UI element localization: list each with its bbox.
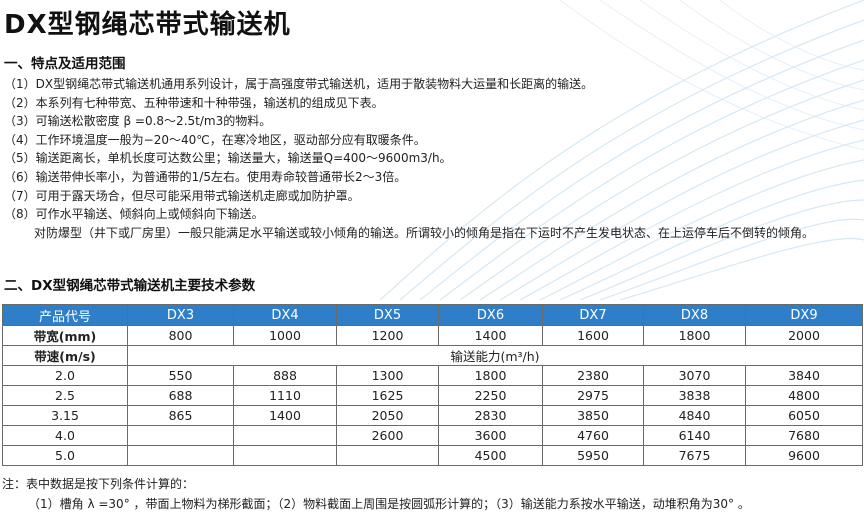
table-cell: 6050 <box>745 405 863 426</box>
table-cell: 7675 <box>643 445 746 466</box>
table-row-speed-header: 带速(m/s) 输送能力(m³/h) <box>2 345 863 366</box>
table-cell: 3840 <box>745 365 863 386</box>
table-cell: 1625 <box>336 385 439 406</box>
table-cell: 2.0 <box>2 365 128 386</box>
table-cell: 2000 <box>745 325 863 346</box>
table-cell: 2.5 <box>2 385 128 406</box>
feature-item: （4）工作环境温度一般为−20～40℃，在寒冷地区，驱动部分应有取暖条件。 <box>4 132 426 147</box>
table-cell: 2250 <box>438 385 543 406</box>
table-cell: 2975 <box>542 385 644 406</box>
header-cell: DX5 <box>336 304 439 326</box>
table-cell: 带速(m/s) <box>2 345 128 366</box>
table-cell: 1300 <box>336 365 439 386</box>
table-cell: 6140 <box>643 425 746 446</box>
header-cell: DX8 <box>643 304 746 326</box>
footnote-intro: 注：表中数据是按下列条件计算的： <box>2 477 195 491</box>
table-cell: 5950 <box>542 445 644 466</box>
footnote-conditions: （1）槽角 λ =30° ，带面上物料为梯形截面；（2）物料截面上周围是按圆弧形… <box>28 497 750 511</box>
table-header-row: 产品代号 DX3 DX4 DX5 DX6 DX7 DX8 DX9 <box>2 304 863 326</box>
table-cell <box>233 425 337 446</box>
table-cell: 550 <box>127 365 234 386</box>
table-cell: 1000 <box>233 325 337 346</box>
table-cell <box>233 445 337 466</box>
table-cell: 3838 <box>643 385 746 406</box>
table-cell: 1400 <box>438 325 543 346</box>
feature-item: （6）输送带伸长率小，为普通带的1/5左右。使用寿命较普通带长2～3倍。 <box>4 169 407 184</box>
table-cell: 4840 <box>643 405 746 426</box>
table-cell: 4.0 <box>2 425 128 446</box>
header-cell: DX7 <box>542 304 644 326</box>
table-row: 2.5 688 1110 1625 2250 2975 3838 4800 <box>2 385 863 406</box>
table-footnotes: 注：表中数据是按下列条件计算的： （1）槽角 λ =30° ，带面上物料为梯形截… <box>2 474 862 514</box>
table-cell: 1600 <box>542 325 644 346</box>
table-cell: 1800 <box>643 325 746 346</box>
table-cell: 800 <box>127 325 234 346</box>
table-cell: 2830 <box>438 405 543 426</box>
table-row-belt-width: 带宽(mm) 800 1000 1200 1400 1600 1800 2000 <box>2 325 863 346</box>
table-cell: 4800 <box>745 385 863 406</box>
table-cell: 688 <box>127 385 234 406</box>
table-cell <box>127 425 234 446</box>
table-cell: 2050 <box>336 405 439 426</box>
table-cell: 输送能力(m³/h) <box>127 345 863 366</box>
explosion-proof-note: 对防爆型（井下或厂房里）一般只能满足水平输送或较小倾角的输送。所谓较小的倾角是指… <box>34 225 815 240</box>
table-cell <box>127 445 234 466</box>
table-cell: 2380 <box>542 365 644 386</box>
table-cell: 1800 <box>438 365 543 386</box>
table-cell: 4500 <box>438 445 543 466</box>
table-cell: 1110 <box>233 385 337 406</box>
header-cell: DX3 <box>127 304 234 326</box>
header-cell: DX6 <box>438 304 543 326</box>
feature-item: （3）可输送松散密度 β =0.8～2.5t/m3的物料。 <box>4 114 272 129</box>
header-cell: DX9 <box>745 304 863 326</box>
parameters-table: 产品代号 DX3 DX4 DX5 DX6 DX7 DX8 DX9 带宽(mm) … <box>2 304 863 466</box>
table-cell: 1200 <box>336 325 439 346</box>
table-cell: 3070 <box>643 365 746 386</box>
table-cell: 5.0 <box>2 445 128 466</box>
table-row: 3.15 865 1400 2050 2830 3850 4840 6050 <box>2 405 863 426</box>
table-cell: 2600 <box>336 425 439 446</box>
feature-item: （2）本系列有七种带宽、五种带速和十种带强，输送机的组成见下表。 <box>4 95 384 110</box>
table-cell: 带宽(mm) <box>2 325 128 346</box>
table-cell: 7680 <box>745 425 863 446</box>
table-row: 5.0 4500 5950 7675 9600 <box>2 445 863 466</box>
table-cell: 9600 <box>745 445 863 466</box>
table-cell: 1400 <box>233 405 337 426</box>
section-heading-parameters: 二、DX型钢绳芯带式输送机主要技术参数 <box>4 278 256 294</box>
table-cell: 3850 <box>542 405 644 426</box>
feature-item: （5）输送距离长，单机长度可达数公里；输送量大，输送量Q=400～9600m3/… <box>4 151 452 166</box>
feature-item: （8）可作水平输送、倾斜向上或倾斜向下输送。 <box>4 207 264 222</box>
feature-item: （1）DX型钢绳芯带式输送机通用系列设计，属于高强度带式输送机，适用于散装物料大… <box>4 77 594 91</box>
section-heading-features: 一、特点及适用范围 <box>4 56 126 72</box>
table-cell: 3600 <box>438 425 543 446</box>
table-row: 4.0 2600 3600 4760 6140 7680 <box>2 425 863 446</box>
table-cell <box>336 445 439 466</box>
table-cell: 4760 <box>542 425 644 446</box>
table-cell: 3.15 <box>2 405 128 426</box>
page-title: DX型钢绳芯带式输送机 <box>4 10 291 40</box>
table-cell: 865 <box>127 405 234 426</box>
feature-item: （7）可用于露天场合，但尽可能采用带式输送机走廊或加防护罩。 <box>4 188 360 203</box>
header-cell: 产品代号 <box>2 304 128 326</box>
feature-list: （1）DX型钢绳芯带式输送机通用系列设计，属于高强度带式输送机，适用于散装物料大… <box>4 75 862 243</box>
table-row: 2.0 550 888 1300 1800 2380 3070 3840 <box>2 365 863 386</box>
header-cell: DX4 <box>233 304 337 326</box>
table-cell: 888 <box>233 365 337 386</box>
